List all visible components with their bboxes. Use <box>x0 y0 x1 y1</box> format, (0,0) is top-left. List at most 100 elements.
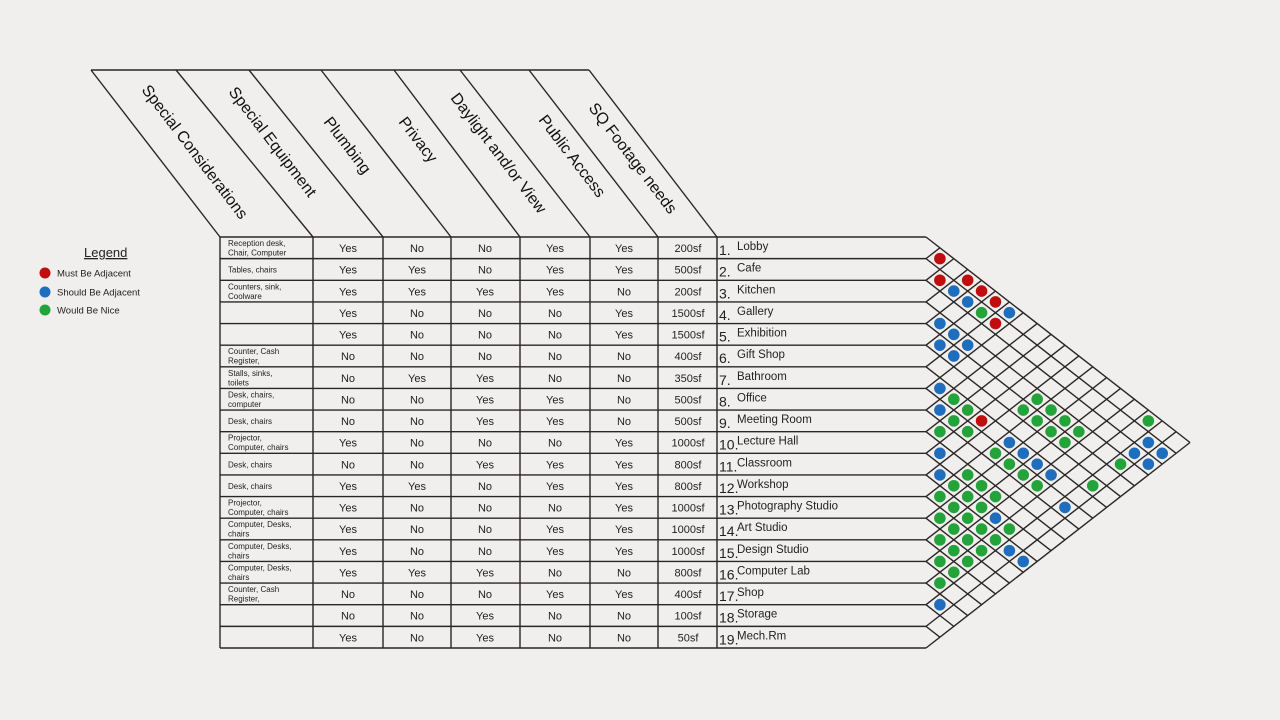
adjacency-dot-should <box>934 447 946 460</box>
header-divider <box>588 69 718 238</box>
header-divider <box>528 69 659 238</box>
room-name: Design Studio <box>737 544 809 556</box>
special-considerations-text: Desk, chairs <box>228 417 272 426</box>
yes-no-cell: No <box>410 611 424 623</box>
yes-no-cell: No <box>548 308 562 320</box>
special-considerations-text: Projector, <box>228 499 262 508</box>
yes-no-cell: No <box>478 438 492 450</box>
table-row: Desk, chairs No No Yes Yes No 500sf 9. Meeting R… <box>228 414 812 431</box>
adjacency-dot-should <box>1142 436 1155 449</box>
table-row: Computer, Desks,chairs Yes No No Yes Yes 1000s… <box>228 542 809 561</box>
room-number: 4. <box>719 307 731 323</box>
matrix-grid-line <box>925 452 1052 552</box>
special-considerations-text: Register, <box>228 595 260 604</box>
yes-no-cell: No <box>341 589 355 601</box>
yes-no-cell: No <box>410 546 424 558</box>
matrix-grid-line <box>925 268 969 303</box>
room-number: 15. <box>719 545 738 561</box>
room-name: Office <box>737 392 767 404</box>
yes-no-cell: No <box>410 243 424 255</box>
adjacency-dot-should <box>1017 555 1030 568</box>
matrix-grid-line <box>925 420 1163 606</box>
yes-no-cell: No <box>548 632 562 644</box>
adjacency-dot-must <box>961 274 974 287</box>
adjacency-dot-nice <box>934 555 946 568</box>
yes-no-cell: No <box>410 503 424 515</box>
sq-footage-cell: 800sf <box>675 459 703 471</box>
yes-no-cell: Yes <box>546 524 564 536</box>
yes-no-cell: No <box>341 416 355 428</box>
adjacency-dot-should <box>934 317 946 330</box>
yes-no-cell: No <box>478 524 492 536</box>
adjacency-dot-nice <box>1086 479 1099 492</box>
adjacency-dot-should <box>1003 306 1016 319</box>
special-considerations-text: Computer, chairs <box>228 443 288 452</box>
yes-no-cell: Yes <box>339 481 357 493</box>
room-name: Shop <box>737 587 764 599</box>
room-number: 7. <box>719 372 731 388</box>
adjacency-dot-nice <box>1114 458 1127 470</box>
adjacency-dot-nice <box>1031 393 1043 406</box>
matrix-grid-line <box>925 236 1191 444</box>
room-name: Lobby <box>737 241 769 253</box>
room-number: 2. <box>719 264 731 280</box>
column-header: Special Equipment <box>225 84 320 201</box>
yes-no-cell: Yes <box>339 632 357 644</box>
room-number: 17. <box>719 588 738 604</box>
room-name: Gallery <box>737 306 774 318</box>
legend-item-nice: Would Be Nice <box>39 304 120 317</box>
adjacency-dot-nice <box>1059 415 1071 427</box>
yes-no-cell: No <box>617 286 631 298</box>
yes-no-cell: Yes <box>546 589 564 601</box>
yes-no-cell: Yes <box>546 394 564 406</box>
yes-no-cell: Yes <box>615 546 633 558</box>
room-name: Workshop <box>737 479 789 491</box>
room-name: Exhibition <box>737 328 787 340</box>
yes-no-cell: Yes <box>546 546 564 558</box>
yes-no-cell: No <box>478 330 492 342</box>
adjacency-dot-nice <box>961 404 974 416</box>
sq-footage-cell: 1000sf <box>671 546 705 558</box>
matrix-grid-line <box>925 409 1149 584</box>
table-row: Computer, Desks,chairs Yes No No Yes Yes 1000s… <box>228 520 788 539</box>
legend-dot-should-icon <box>39 286 51 298</box>
adjacency-dot-nice <box>947 523 960 535</box>
adjacency-dot-should <box>1156 447 1169 460</box>
special-considerations-text: Desk, chairs <box>228 482 272 491</box>
adjacency-dot-should <box>1128 447 1141 460</box>
sq-footage-cell: 400sf <box>675 589 703 601</box>
yes-no-cell: No <box>478 351 492 363</box>
adjacency-dot-should <box>947 285 960 297</box>
yes-no-cell: No <box>478 546 492 558</box>
yes-no-cell: No <box>548 611 562 623</box>
special-considerations-text: Computer, chairs <box>228 508 288 517</box>
matrix-grid-line <box>925 333 1052 433</box>
yes-no-cell: No <box>548 330 562 342</box>
special-considerations-text: chairs <box>228 551 249 560</box>
yes-no-cell: Yes <box>546 481 564 493</box>
adjacency-dot-nice <box>975 306 988 319</box>
adjacency-dot-nice <box>1059 436 1071 449</box>
sq-footage-cell: 100sf <box>675 611 703 623</box>
adjacency-dot-nice <box>1045 404 1057 416</box>
room-number: 14. <box>719 523 738 539</box>
special-considerations-text: Chair, Computer <box>228 249 287 258</box>
yes-no-cell: Yes <box>615 438 633 450</box>
yes-no-cell: No <box>478 308 492 320</box>
room-name: Art Studio <box>737 522 788 534</box>
matrix-grid-line <box>925 344 1066 454</box>
adjacency-dot-nice <box>961 425 974 438</box>
room-name: Meeting Room <box>737 414 812 426</box>
table-row: Reception desk,Chair, Computer Yes No No Yes… <box>228 239 769 258</box>
adjacency-triangle <box>925 236 1191 649</box>
adjacency-dot-must <box>934 274 946 287</box>
adjacency-dot-should <box>934 382 946 395</box>
room-name: Gift Shop <box>737 349 785 361</box>
yes-no-cell: Yes <box>339 308 357 320</box>
yes-no-cell: Yes <box>408 373 426 385</box>
yes-no-cell: Yes <box>408 481 426 493</box>
header-divider <box>248 69 384 238</box>
special-considerations-text: chairs <box>228 573 249 582</box>
